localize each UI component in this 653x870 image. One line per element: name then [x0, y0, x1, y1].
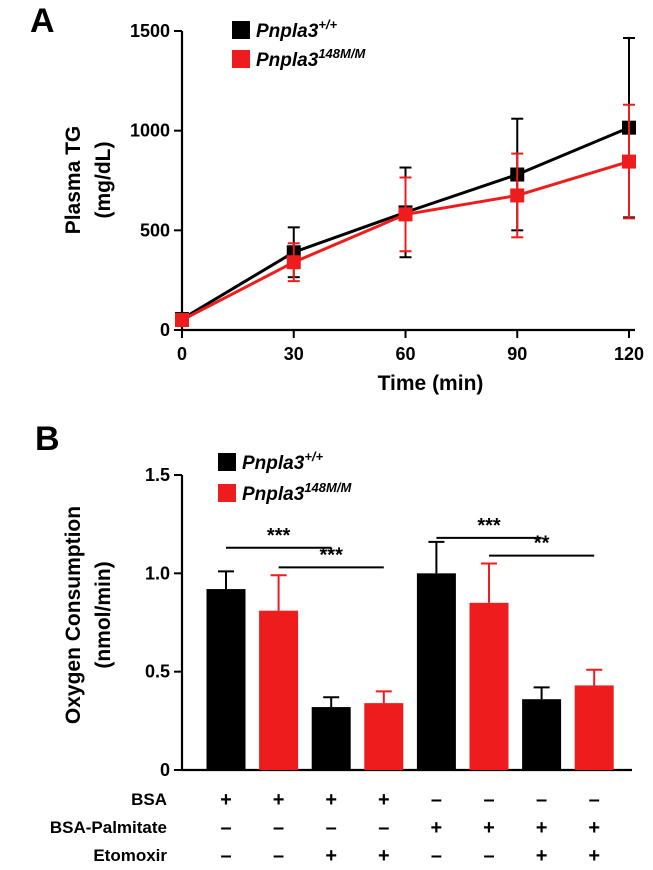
y-axis-label-a-line1: Plasma TG	[62, 126, 85, 235]
condition-label: BSA-Palmitate	[50, 818, 167, 837]
legend-b-label-sup-0: +/+	[304, 449, 323, 464]
bar-b	[469, 602, 509, 770]
data-point-a	[622, 154, 636, 169]
legend-a-label-0: Pnpla3+/+	[256, 17, 338, 42]
x-tick-label-a: 120	[614, 344, 644, 364]
data-point-a	[175, 313, 189, 328]
y-tick-label-b: 0.5	[145, 662, 170, 682]
legend-b-label-sup-1: 148M/M	[304, 480, 352, 495]
condition-sign: –	[220, 845, 231, 867]
y-axis-label-a: Plasma TG (mg/dL)	[62, 126, 115, 235]
bar-b	[364, 703, 404, 770]
x-axis-label-a: Time (min)	[378, 372, 484, 395]
data-point-a	[286, 255, 301, 270]
bar-b	[574, 685, 614, 770]
x-tick-label-a: 30	[284, 344, 304, 364]
significance-label: ***	[267, 525, 291, 547]
legend-a-label-base-1: Pnpla3	[256, 50, 319, 71]
y-axis-label-b: Oxygen Consumption (nmol/min)	[62, 506, 115, 724]
data-point-a	[510, 188, 525, 203]
legend-a-swatch-0	[232, 21, 250, 39]
condition-label: BSA	[131, 790, 167, 809]
condition-sign: –	[378, 817, 389, 839]
condition-sign: –	[220, 817, 231, 839]
y-axis-label-b-line1: Oxygen Consumption	[62, 506, 85, 724]
legend-a-label-sup-1: 148M/M	[318, 46, 366, 61]
condition-sign: –	[483, 789, 494, 811]
legend-a-label-sup-0: +/+	[318, 17, 337, 32]
condition-sign: –	[483, 845, 494, 867]
legend-b-label-base-0: Pnpla3	[242, 453, 305, 474]
y-axis-label-a-line2: (mg/dL)	[92, 142, 115, 219]
condition-sign: +	[220, 789, 232, 811]
panel-b-bar-chart: 0 0.5 1.0 1.5 Oxygen Consumption (nmol/min) **…	[50, 449, 632, 867]
data-point-a	[398, 207, 413, 222]
condition-sign: –	[326, 817, 337, 839]
bar-b	[206, 589, 246, 770]
condition-sign: +	[483, 817, 495, 839]
x-tick-label-a: 0	[177, 344, 187, 364]
x-tick-label-a: 60	[395, 344, 415, 364]
condition-sign: +	[325, 789, 337, 811]
condition-sign: –	[536, 789, 547, 811]
bar-b	[416, 573, 456, 770]
condition-sign: +	[536, 845, 548, 867]
y-tick-label-b: 1.0	[145, 563, 170, 583]
legend-a-label-1: Pnpla3148M/M	[256, 46, 366, 71]
significance-label: ***	[477, 515, 501, 537]
panel-label-a: A	[30, 2, 55, 40]
series-a-1	[175, 103, 636, 328]
condition-sign: –	[431, 845, 442, 867]
legend-b-swatch-0	[218, 453, 236, 471]
condition-sign: –	[273, 845, 284, 867]
condition-sign: +	[536, 817, 548, 839]
y-tick-label-b: 0	[160, 760, 170, 780]
condition-sign: +	[325, 845, 337, 867]
condition-sign: +	[273, 789, 285, 811]
legend-b-label-0: Pnpla3+/+	[242, 449, 324, 474]
condition-label: Etomoxir	[93, 846, 167, 865]
condition-sign: +	[378, 845, 390, 867]
condition-sign: +	[431, 817, 443, 839]
y-axis-label-b-line2: (nmol/min)	[92, 561, 115, 668]
bar-b	[311, 707, 351, 770]
significance-label: **	[534, 533, 550, 555]
legend-b-label-1: Pnpla3148M/M	[242, 480, 352, 505]
condition-sign: –	[431, 789, 442, 811]
condition-sign: –	[273, 817, 284, 839]
condition-sign: –	[589, 789, 600, 811]
legend-a-label-base-0: Pnpla3	[256, 21, 319, 42]
condition-sign: +	[588, 817, 600, 839]
significance-label: ***	[320, 544, 344, 566]
y-tick-label-a: 1500	[130, 21, 170, 41]
legend-a-swatch-1	[232, 50, 250, 68]
y-tick-label-b: 1.5	[145, 465, 170, 485]
bar-b	[259, 610, 299, 770]
y-tick-label-a: 0	[160, 320, 170, 340]
legend-b-label-base-1: Pnpla3	[242, 484, 305, 505]
y-tick-label-a: 1000	[130, 121, 170, 141]
condition-sign: +	[378, 789, 390, 811]
condition-sign: +	[588, 845, 600, 867]
legend-b-swatch-1	[218, 484, 236, 502]
bar-b	[522, 699, 562, 770]
y-tick-label-a: 500	[140, 220, 170, 240]
x-tick-label-a: 90	[507, 344, 527, 364]
panel-a-line-chart: 0 500 1000 1500 0 30 60 90 120 Time (min) Plasma T…	[62, 17, 644, 395]
panel-label-b: B	[35, 420, 60, 458]
